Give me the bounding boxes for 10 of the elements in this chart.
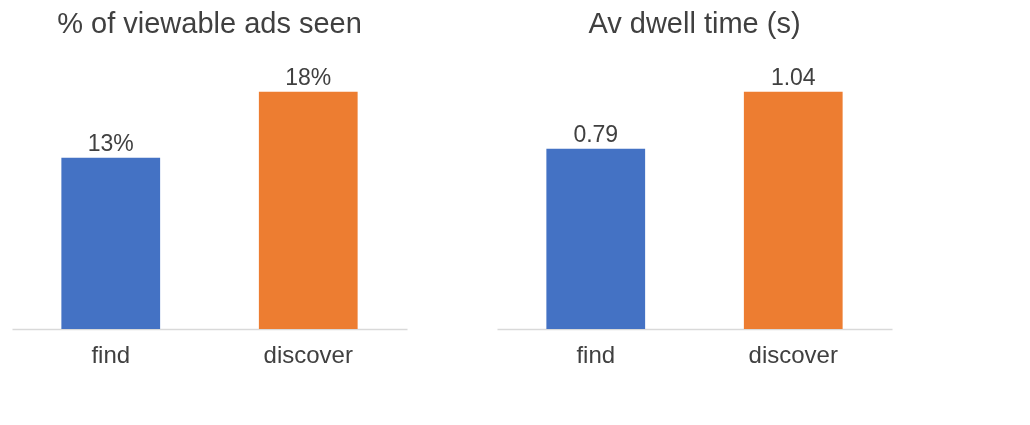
x-tick-label: find [576,340,616,368]
x-tick-label: find [91,340,131,368]
data-label: 18% [285,63,332,90]
chart-title: % of viewable ads seen [57,7,362,39]
x-tick-label: discover [748,340,838,368]
data-label: 0.79 [573,120,619,147]
data-label: 13% [87,129,134,156]
chart-title: Av dwell time (s) [588,7,801,39]
data-label: 1.04 [770,63,816,90]
x-tick-label: discover [263,340,353,368]
